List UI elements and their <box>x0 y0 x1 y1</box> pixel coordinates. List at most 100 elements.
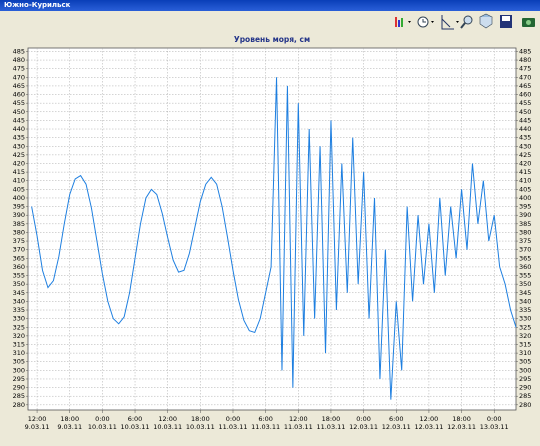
y-tick-label: 460 <box>13 91 25 99</box>
y-tick-label: 385 <box>13 220 25 228</box>
y2-tick-label: 395 <box>519 203 531 211</box>
y-tick-label: 485 <box>13 47 25 55</box>
x-tick-label: 6:00 <box>128 415 143 423</box>
zoom-button[interactable] <box>460 15 473 29</box>
y-tick-label: 390 <box>13 211 25 219</box>
y2-tick-label: 340 <box>519 297 531 305</box>
y2-tick-label: 410 <box>519 177 531 185</box>
x-tick-label: 12.03.11 <box>447 423 476 431</box>
x-tick-label: 10.03.11 <box>153 423 182 431</box>
y2-tick-label: 365 <box>519 254 531 262</box>
y2-tick-label: 460 <box>519 91 531 99</box>
x-tick-label: 6:00 <box>389 415 404 423</box>
y2-tick-label: 290 <box>519 384 531 392</box>
y-tick-label: 440 <box>13 125 25 133</box>
y-tick-label: 340 <box>13 297 25 305</box>
y2-tick-label: 325 <box>519 323 531 331</box>
y-tick-label: 300 <box>13 366 25 374</box>
x-tick-label: 18:00 <box>322 415 341 423</box>
y2-tick-label: 315 <box>519 340 531 348</box>
y2-tick-label: 400 <box>519 194 531 202</box>
y-tick-label: 305 <box>13 358 25 366</box>
y-tick-label: 435 <box>13 134 25 142</box>
y2-tick-label: 480 <box>519 56 531 64</box>
y-tick-label: 375 <box>13 237 25 245</box>
y2-tick-label: 380 <box>519 228 531 236</box>
y2-tick-label: 440 <box>519 125 531 133</box>
y2-tick-label: 485 <box>519 47 531 55</box>
save-button[interactable] <box>500 15 512 28</box>
x-tick-label: 0:00 <box>95 415 110 423</box>
icon <box>401 18 403 27</box>
y2-tick-label: 390 <box>519 211 531 219</box>
y-tick-label: 455 <box>13 99 25 107</box>
y2-tick-label: 405 <box>519 185 531 193</box>
y-tick-label: 470 <box>13 73 25 81</box>
y2-tick-label: 370 <box>519 246 531 254</box>
x-tick-label: 18:00 <box>191 415 210 423</box>
y-tick-label: 330 <box>13 315 25 323</box>
y2-tick-label: 430 <box>519 142 531 150</box>
y-tick-label: 445 <box>13 116 25 124</box>
x-tick-label: 0:00 <box>356 415 371 423</box>
chart-title: Уровень моря, см <box>234 35 310 44</box>
data-line <box>31 77 517 400</box>
title-bar: Южно-Курильск <box>0 0 540 11</box>
y-tick-label: 415 <box>13 168 25 176</box>
print-button[interactable] <box>479 13 493 29</box>
y-tick-label: 430 <box>13 142 25 150</box>
x-tick-label: 11.03.11 <box>284 423 313 431</box>
y2-tick-label: 280 <box>519 401 531 409</box>
x-tick-label: 12.03.11 <box>414 423 443 431</box>
x-tick-label: 18:00 <box>60 415 79 423</box>
time-button[interactable] <box>417 16 434 28</box>
y-tick-label: 325 <box>13 323 25 331</box>
axis-button[interactable] <box>441 15 459 30</box>
y-tick-label: 315 <box>13 340 25 348</box>
y2-tick-label: 465 <box>519 82 531 90</box>
x-tick-label: 11.03.11 <box>316 423 345 431</box>
x-tick-label: 9.03.11 <box>57 423 82 431</box>
y2-tick-label: 335 <box>519 306 531 314</box>
y2-tick-label: 475 <box>519 65 531 73</box>
toolbar <box>392 13 535 30</box>
y2-tick-label: 345 <box>519 289 531 297</box>
y2-tick-label: 350 <box>519 280 531 288</box>
y-tick-label: 350 <box>13 280 25 288</box>
icon <box>398 20 400 27</box>
y-tick-label: 295 <box>13 375 25 383</box>
y2-tick-label: 425 <box>519 151 531 159</box>
x-tick-label: 10.03.11 <box>186 423 215 431</box>
camera-button[interactable] <box>522 18 535 27</box>
x-tick-label: 6:00 <box>258 415 273 423</box>
y2-tick-label: 305 <box>519 358 531 366</box>
y2-tick-label: 360 <box>519 263 531 271</box>
y2-tick-label: 450 <box>519 108 531 116</box>
y-tick-label: 310 <box>13 349 25 357</box>
x-tick-label: 12:00 <box>289 415 308 423</box>
y-tick-label: 345 <box>13 289 25 297</box>
x-tick-label: 13.03.11 <box>480 423 509 431</box>
y-tick-label: 395 <box>13 203 25 211</box>
y2-tick-label: 445 <box>519 116 531 124</box>
y2-tick-label: 300 <box>519 366 531 374</box>
y-tick-label: 360 <box>13 263 25 271</box>
y2-tick-label: 295 <box>519 375 531 383</box>
y-tick-label: 425 <box>13 151 25 159</box>
y-tick-label: 290 <box>13 384 25 392</box>
y2-tick-label: 385 <box>519 220 531 228</box>
x-tick-label: 0:00 <box>487 415 502 423</box>
y-tick-label: 410 <box>13 177 25 185</box>
icon <box>395 17 397 27</box>
icon <box>408 21 411 23</box>
y-tick-label: 370 <box>13 246 25 254</box>
y2-tick-label: 420 <box>519 159 531 167</box>
y-tick-label: 335 <box>13 306 25 314</box>
x-tick-label: 12.03.11 <box>349 423 378 431</box>
x-tick-label: 12:00 <box>28 415 47 423</box>
y-tick-label: 405 <box>13 185 25 193</box>
y-tick-label: 355 <box>13 272 25 280</box>
x-tick-label: 12.03.11 <box>382 423 411 431</box>
